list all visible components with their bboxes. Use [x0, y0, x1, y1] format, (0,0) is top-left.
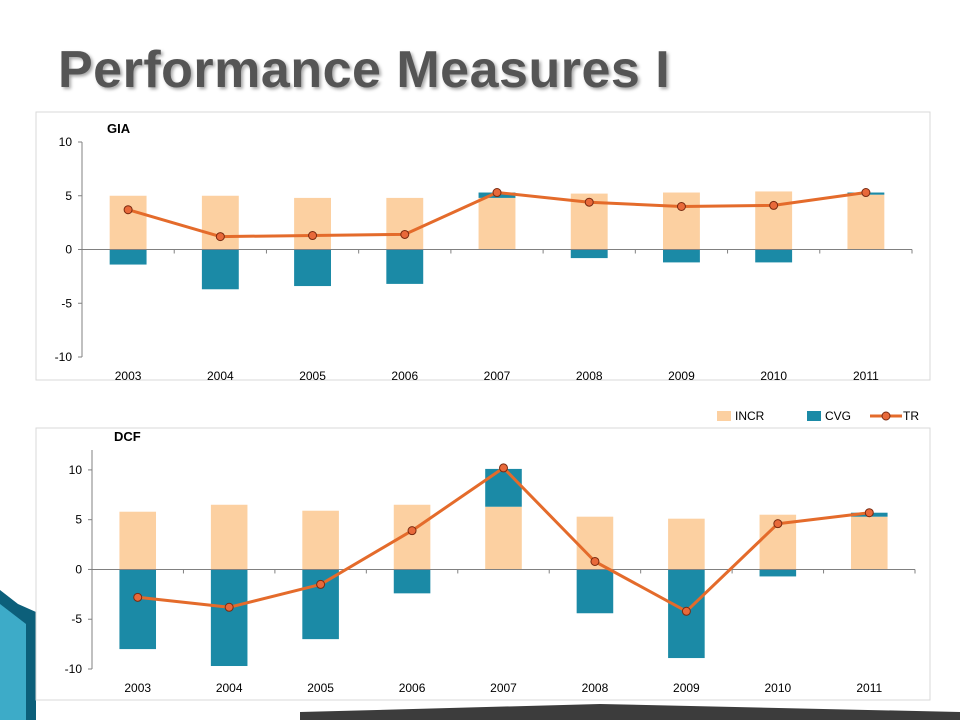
dcf-tr-point-2009	[681, 606, 691, 616]
gia-y-tick-label: 5	[65, 189, 72, 203]
gia-x-tick-label: 2010	[760, 369, 787, 383]
dcf-x-tick-label: 2008	[582, 681, 609, 695]
gia-y-tick-label: 10	[59, 135, 73, 149]
dcf-bar-cvg-2010	[759, 569, 797, 577]
dcf-bar-cvg-2007	[485, 468, 522, 507]
legend-label-cvg: CVG	[825, 409, 851, 423]
gia-x-tick-label: 2004	[207, 369, 234, 383]
dcf-bar-incr-2011	[850, 516, 888, 570]
gia-bar-cvg-2006	[386, 249, 424, 284]
chart-dcf: DCF 10 5 0 -5 -10 2003 2004 2005 2006 2007 2008 2009…	[35, 427, 931, 701]
gia-bar-cvg-2004	[201, 249, 239, 290]
dcf-y-tick-label: 0	[75, 562, 82, 576]
gia-bar-incr-2006	[386, 197, 424, 250]
dcf-x-tick-label: 2005	[307, 681, 334, 695]
dcf-x-tick-label: 2007	[490, 681, 517, 695]
gia-x-tick-label: 2003	[115, 369, 142, 383]
dcf-tr-point-2003	[133, 592, 143, 602]
gia-bar-incr-2009	[663, 192, 700, 250]
slide-decoration	[0, 590, 960, 720]
dcf-x-tick-label: 2006	[399, 681, 426, 695]
gia-tr-point-2006	[400, 229, 410, 239]
dcf-y-tick-label: -10	[65, 662, 83, 676]
gia-tr-point-2008	[584, 197, 594, 207]
gia-bar-incr-2007	[478, 197, 516, 250]
dcf-bar-incr-2005	[302, 510, 339, 570]
gia-x-tick-label: 2009	[668, 369, 695, 383]
legend-swatch-cvg	[807, 411, 821, 421]
legend-label-incr: INCR	[735, 409, 765, 423]
gia-bar-incr-2003	[109, 195, 147, 250]
gia-bar-cvg-2010	[755, 249, 793, 263]
dcf-tr-point-2007	[499, 463, 508, 473]
dcf-bar-incr-2003	[119, 511, 157, 570]
gia-bar-cvg-2005	[294, 249, 331, 287]
dcf-x-tick-label: 2010	[764, 681, 791, 695]
gia-y-tick-label: -10	[55, 350, 73, 364]
corner-ribbon-light	[0, 604, 26, 720]
legend-marker-tr	[881, 411, 891, 421]
gia-tr-point-2003	[123, 205, 133, 215]
dcf-y-tick-label: -5	[71, 612, 82, 626]
dcf-x-tick-label: 2003	[124, 681, 151, 695]
gia-tr-point-2004	[215, 232, 225, 242]
dcf-x-tick-label: 2011	[856, 681, 882, 695]
dcf-tr-point-2004	[224, 602, 234, 612]
gia-tr-point-2009	[676, 202, 686, 211]
gia-tr-point-2010	[769, 200, 779, 210]
dcf-x-tick-label: 2009	[673, 681, 700, 695]
dcf-tr-point-2006	[407, 526, 417, 536]
chart-gia: GIA 10 5 0 -5 -10 2003 2004 2005 2006 2007 2008 2009…	[35, 111, 931, 383]
dcf-tr-point-2005	[316, 579, 326, 589]
dcf-bar-incr-2007	[485, 506, 522, 570]
dcf-tr-point-2011	[864, 508, 874, 518]
dcf-title: DCF	[114, 429, 141, 444]
bottom-stripe	[300, 704, 960, 720]
legend: INCR CVG TR	[717, 409, 919, 423]
gia-bar-cvg-2008	[570, 249, 608, 259]
dcf-x-tick-label: 2004	[216, 681, 243, 695]
gia-bar-incr-2004	[201, 195, 239, 250]
gia-x-tick-label: 2008	[576, 369, 603, 383]
slide-title: Performance Measures I	[58, 41, 671, 99]
gia-x-tick-label: 2006	[391, 369, 418, 383]
legend-label-tr: TR	[903, 409, 919, 423]
gia-tr-point-2007	[492, 188, 502, 198]
gia-y-tick-label: 0	[65, 243, 72, 257]
gia-y-tick-label: -5	[61, 296, 72, 310]
dcf-bar-cvg-2006	[393, 569, 431, 594]
gia-x-tick-label: 2005	[299, 369, 326, 383]
legend-swatch-incr	[717, 411, 731, 421]
gia-bar-cvg-2009	[663, 249, 700, 263]
dcf-bar-cvg-2003	[119, 569, 157, 650]
gia-bar-incr-2011	[847, 194, 885, 250]
dcf-y-tick-label: 5	[75, 513, 82, 527]
dcf-y-tick-label: 10	[69, 463, 83, 477]
gia-bar-incr-2005	[294, 197, 331, 250]
dcf-bar-cvg-2004	[210, 569, 248, 667]
gia-bar-cvg-2003	[109, 249, 147, 265]
gia-x-tick-label: 2011	[853, 369, 879, 383]
gia-x-tick-label: 2007	[484, 369, 511, 383]
dcf-tr-point-2008	[590, 556, 600, 566]
dcf-bar-cvg-2008	[576, 569, 614, 614]
gia-tr-point-2005	[308, 231, 318, 241]
dcf-tr-point-2010	[773, 519, 783, 529]
gia-title: GIA	[107, 121, 131, 136]
dcf-bar-incr-2004	[210, 504, 248, 570]
gia-tr-point-2011	[861, 188, 871, 198]
gia-bar-incr-2010	[755, 191, 793, 250]
dcf-bar-incr-2009	[668, 518, 705, 570]
